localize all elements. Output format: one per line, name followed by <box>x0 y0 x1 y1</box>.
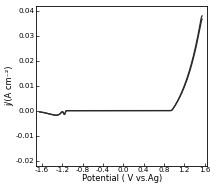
X-axis label: Potential ( V vs.Ag): Potential ( V vs.Ag) <box>81 174 162 184</box>
Y-axis label: j/(A cm⁻²): j/(A cm⁻²) <box>6 65 14 106</box>
